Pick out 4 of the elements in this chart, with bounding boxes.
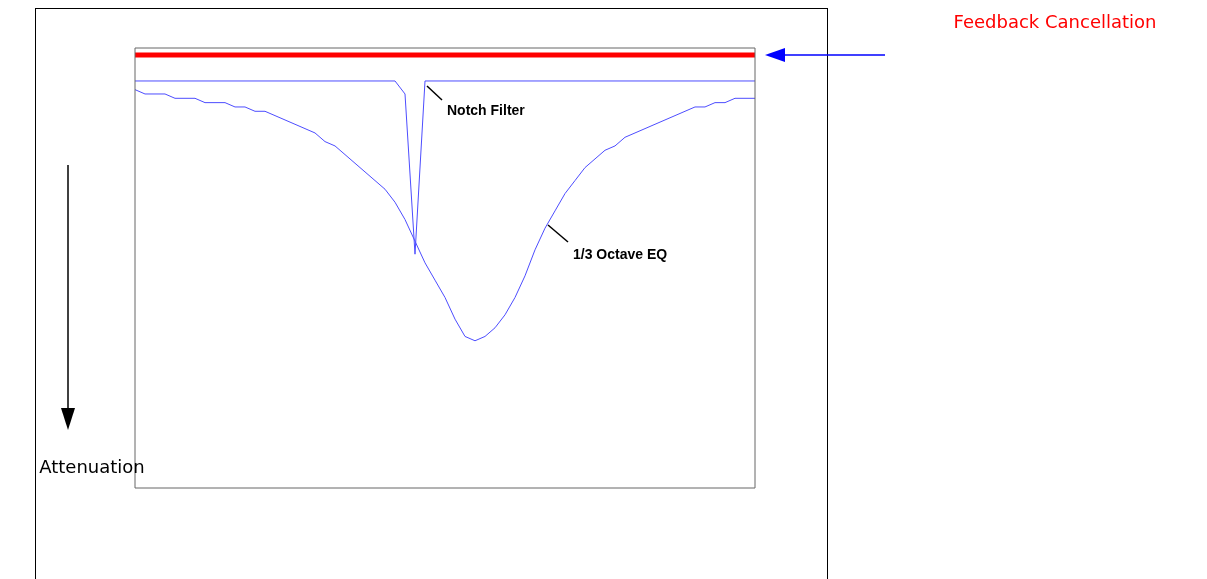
text: 1/3 Octave EQ [573, 246, 668, 262]
y-axis-title: Attenuation [39, 456, 145, 477]
text: Feedback Cancellation [953, 11, 1157, 32]
series-label: Notch Filter [447, 102, 526, 118]
